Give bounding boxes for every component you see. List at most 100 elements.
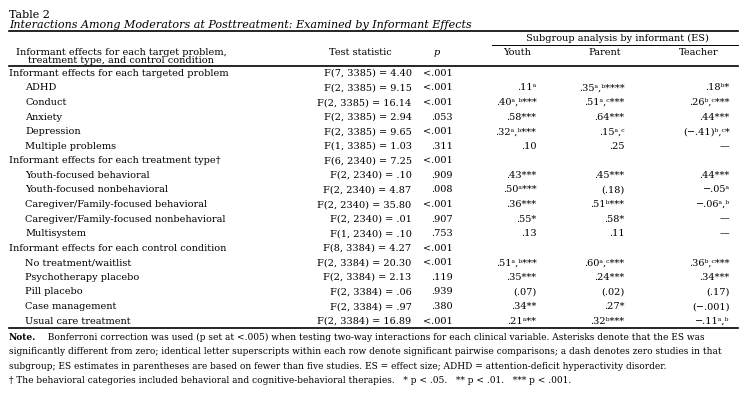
Text: .40ᵃ,ᵇ***: .40ᵃ,ᵇ***: [495, 98, 536, 107]
Text: .939: .939: [431, 287, 453, 297]
Text: .907: .907: [431, 215, 453, 224]
Text: Teacher: Teacher: [678, 48, 719, 57]
Text: F(2, 3384) = 2.13: F(2, 3384) = 2.13: [323, 273, 412, 282]
Text: .380: .380: [431, 302, 453, 311]
Text: <.001: <.001: [423, 244, 453, 253]
Text: .753: .753: [431, 229, 453, 238]
Text: Parent: Parent: [589, 48, 622, 57]
Text: .35***: .35***: [506, 273, 536, 282]
Text: Multiple problems: Multiple problems: [25, 142, 117, 151]
Text: .10: .10: [521, 142, 536, 151]
Text: p: p: [433, 48, 439, 57]
Text: F(2, 3385) = 9.15: F(2, 3385) = 9.15: [323, 84, 412, 93]
Text: F(2, 3384) = 16.89: F(2, 3384) = 16.89: [317, 317, 412, 326]
Text: Test statistic: Test statistic: [329, 48, 392, 57]
Text: .18ᵇ*: .18ᵇ*: [706, 84, 730, 93]
Text: Caregiver/Family-focused behavioral: Caregiver/Family-focused behavioral: [25, 200, 208, 209]
Text: .55*: .55*: [516, 215, 536, 224]
Text: Informant effects for each targeted problem: Informant effects for each targeted prob…: [9, 69, 229, 78]
Text: .311: .311: [431, 142, 453, 151]
Text: (.18): (.18): [601, 185, 624, 194]
Text: Pill placebo: Pill placebo: [25, 287, 83, 297]
Text: Depression: Depression: [25, 127, 81, 136]
Text: −.05ᵃ: −.05ᵃ: [703, 185, 730, 194]
Text: .51ᵃ,ᵇ***: .51ᵃ,ᵇ***: [495, 258, 536, 267]
Text: Interactions Among Moderators at Posttreatment: Examined by Informant Effects: Interactions Among Moderators at Posttre…: [9, 20, 471, 30]
Text: .51ᵇ***: .51ᵇ***: [590, 200, 624, 209]
Text: F(7, 3385) = 4.40: F(7, 3385) = 4.40: [323, 69, 412, 78]
Text: Usual care treatment: Usual care treatment: [25, 317, 131, 326]
Text: Informant effects for each target problem,: Informant effects for each target proble…: [16, 48, 227, 57]
Text: No treatment/waitlist: No treatment/waitlist: [25, 258, 131, 267]
Text: .34**: .34**: [511, 302, 536, 311]
Text: −.06ᵃ,ᵇ: −.06ᵃ,ᵇ: [695, 200, 730, 209]
Text: F(2, 3384) = .06: F(2, 3384) = .06: [330, 287, 412, 297]
Text: .15ᵃ,ᶜ: .15ᵃ,ᶜ: [599, 127, 624, 136]
Text: .27*: .27*: [604, 302, 624, 311]
Text: Note.: Note.: [9, 333, 37, 342]
Text: .24***: .24***: [595, 273, 624, 282]
Text: Conduct: Conduct: [25, 98, 66, 107]
Text: Youth-focused behavioral: Youth-focused behavioral: [25, 171, 150, 180]
Text: (.07): (.07): [513, 287, 536, 297]
Text: —: —: [720, 229, 730, 238]
Text: Subgroup analysis by informant (ES): Subgroup analysis by informant (ES): [526, 34, 708, 43]
Text: F(2, 3384) = .97: F(2, 3384) = .97: [329, 302, 412, 311]
Text: .44***: .44***: [700, 171, 730, 180]
Text: (−.41)ᵇ,ᶜ*: (−.41)ᵇ,ᶜ*: [683, 127, 730, 136]
Text: .34***: .34***: [700, 273, 730, 282]
Text: Bonferroni correction was used (p set at <.005) when testing two-way interaction: Bonferroni correction was used (p set at…: [42, 333, 704, 342]
Text: .13: .13: [521, 229, 536, 238]
Text: .36ᵇ,ᶜ***: .36ᵇ,ᶜ***: [689, 258, 730, 267]
Text: .008: .008: [431, 185, 453, 194]
Text: .51ᵃ,ᶜ***: .51ᵃ,ᶜ***: [584, 98, 624, 107]
Text: <.001: <.001: [423, 317, 453, 326]
Text: .11ᵃ: .11ᵃ: [517, 84, 536, 93]
Text: <.001: <.001: [423, 258, 453, 267]
Text: <.001: <.001: [423, 98, 453, 107]
Text: subgroup; ES estimates in parentheses are based on fewer than five studies. ES =: subgroup; ES estimates in parentheses ar…: [9, 362, 666, 371]
Text: .21ᵃ**: .21ᵃ**: [507, 317, 536, 326]
Text: F(1, 2340) = .10: F(1, 2340) = .10: [329, 229, 412, 238]
Text: Anxiety: Anxiety: [25, 112, 63, 122]
Text: F(2, 3385) = 2.94: F(2, 3385) = 2.94: [323, 112, 412, 122]
Text: .053: .053: [431, 112, 453, 122]
Text: F(2, 2340) = .10: F(2, 2340) = .10: [329, 171, 412, 180]
Text: .58*: .58*: [604, 215, 624, 224]
Text: —: —: [720, 215, 730, 224]
Text: (−.001): (−.001): [692, 302, 730, 311]
Text: F(1, 3385) = 1.03: F(1, 3385) = 1.03: [323, 142, 412, 151]
Text: .35ᵃ,ᵇ****: .35ᵃ,ᵇ****: [579, 84, 624, 93]
Text: .60ᵃ,ᶜ***: .60ᵃ,ᶜ***: [584, 258, 624, 267]
Text: .36***: .36***: [506, 200, 536, 209]
Text: Youth-focused nonbehavioral: Youth-focused nonbehavioral: [25, 185, 168, 194]
Text: Caregiver/Family-focused nonbehavioral: Caregiver/Family-focused nonbehavioral: [25, 215, 226, 224]
Text: —: —: [720, 142, 730, 151]
Text: Youth: Youth: [503, 48, 531, 57]
Text: treatment type, and control condition: treatment type, and control condition: [28, 56, 214, 65]
Text: † The behavioral categories included behavioral and cognitive-behavioral therapi: † The behavioral categories included beh…: [9, 376, 571, 385]
Text: −.11ᵃ,ᵇ: −.11ᵃ,ᵇ: [695, 317, 730, 326]
Text: <.001: <.001: [423, 156, 453, 166]
Text: Table 2: Table 2: [9, 10, 50, 20]
Text: Multisystem: Multisystem: [25, 229, 87, 238]
Text: <.001: <.001: [423, 127, 453, 136]
Text: F(8, 3384) = 4.27: F(8, 3384) = 4.27: [323, 244, 412, 253]
Text: F(6, 2340) = 7.25: F(6, 2340) = 7.25: [323, 156, 412, 166]
Text: F(2, 2340) = .01: F(2, 2340) = .01: [329, 215, 412, 224]
Text: .45***: .45***: [595, 171, 624, 180]
Text: .26ᵇ,ᶜ***: .26ᵇ,ᶜ***: [689, 98, 730, 107]
Text: .119: .119: [431, 273, 453, 282]
Text: F(2, 3385) = 9.65: F(2, 3385) = 9.65: [324, 127, 412, 136]
Text: <.001: <.001: [423, 84, 453, 93]
Text: Informant effects for each treatment type†: Informant effects for each treatment typ…: [9, 156, 220, 166]
Text: .11: .11: [609, 229, 624, 238]
Text: .25: .25: [609, 142, 624, 151]
Text: .32ᵃ,ᵇ***: .32ᵃ,ᵇ***: [495, 127, 536, 136]
Text: Informant effects for each control condition: Informant effects for each control condi…: [9, 244, 226, 253]
Text: F(2, 3384) = 20.30: F(2, 3384) = 20.30: [317, 258, 412, 267]
Text: .32ᵇ***: .32ᵇ***: [590, 317, 624, 326]
Text: .909: .909: [431, 171, 453, 180]
Text: F(2, 2340) = 35.80: F(2, 2340) = 35.80: [317, 200, 412, 209]
Text: .58***: .58***: [506, 112, 536, 122]
